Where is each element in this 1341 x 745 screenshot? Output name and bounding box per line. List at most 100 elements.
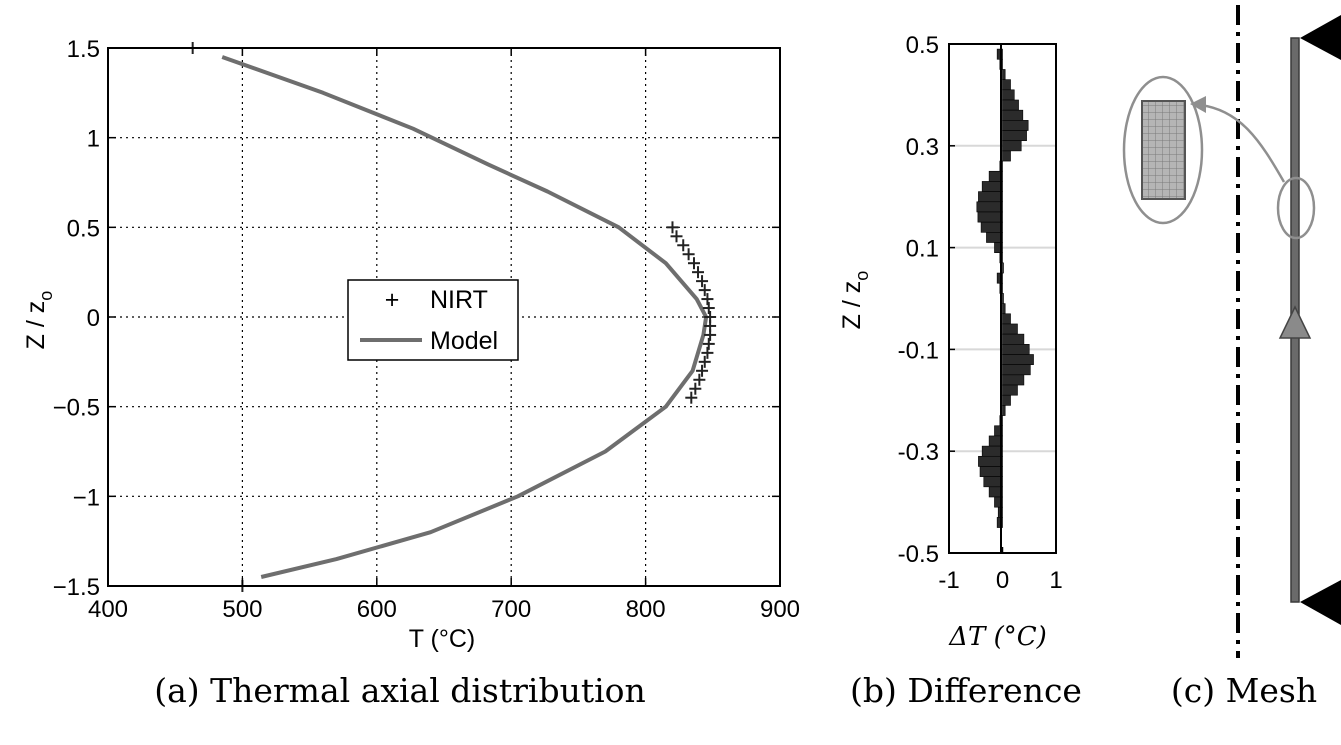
x-tick-label-a: 400 xyxy=(88,596,128,623)
mesh-detail xyxy=(1141,100,1186,200)
caption-a: (a) Thermal axial distribution xyxy=(154,671,646,710)
x-tick-label-a: 800 xyxy=(626,596,666,623)
nirt-point xyxy=(702,337,715,350)
y-tick-label-a: 0.5 xyxy=(67,215,100,242)
x-axis-label-a: T (°C) xyxy=(409,625,475,653)
y-tick-label-a: −1 xyxy=(73,484,100,511)
y-tick-label-a: −0.5 xyxy=(53,395,100,422)
nirt-point xyxy=(704,328,717,341)
difference-bar xyxy=(1002,262,1004,274)
nirt-point xyxy=(685,391,698,404)
y-axis-label-a-sub: o xyxy=(36,291,56,301)
difference-bar xyxy=(1002,140,1022,152)
x-tick-label-b: -1 xyxy=(938,567,959,594)
x-tick-label-a: 700 xyxy=(491,596,531,623)
legend-box xyxy=(347,279,519,361)
difference-bar xyxy=(981,445,1003,457)
y-tick-label-b: 0.5 xyxy=(906,32,939,59)
y-ticks-b: 0.5 0.3 0.1 -0.1 -0.3 -0.5 xyxy=(898,32,955,568)
nirt-point xyxy=(687,257,700,270)
difference-bar xyxy=(978,191,1003,203)
y-axis-label-b: Z / zo xyxy=(838,271,872,330)
top-support-icon xyxy=(1300,15,1341,60)
difference-bar xyxy=(980,221,1003,233)
y-axis-label-b-main: Z / z xyxy=(838,281,866,330)
x-axis-label-b: ΔT (°C) xyxy=(948,622,1047,652)
difference-bar xyxy=(983,476,1003,488)
difference-bar xyxy=(1002,313,1011,325)
panel-b: -1 0 1 0.5 0.3 0.1 -0.1 -0.3 -0.5 ΔT (°C) Z / z… xyxy=(838,32,1082,710)
difference-bar xyxy=(1002,79,1011,91)
zoom-region-circle xyxy=(1276,176,1316,240)
nirt-point xyxy=(692,266,705,279)
difference-bar xyxy=(1002,130,1027,142)
svg-text:Z / zo: Z / zo xyxy=(22,291,56,350)
x-tick-label-a: 500 xyxy=(222,596,262,623)
nirt-point xyxy=(701,293,714,306)
nirt-point xyxy=(693,373,706,386)
difference-bars xyxy=(976,48,1034,528)
difference-bar xyxy=(1002,150,1011,162)
difference-bar xyxy=(978,455,1003,467)
legend-model-label: Model xyxy=(430,327,498,355)
difference-bar xyxy=(1002,89,1015,101)
difference-bar xyxy=(981,181,1003,192)
bottom-support-icon xyxy=(1300,580,1341,625)
difference-bar xyxy=(1002,384,1018,396)
y-tick-label-b: 0.3 xyxy=(906,134,939,161)
y-axis-label-a-main: Z / z xyxy=(22,301,50,350)
difference-bar xyxy=(1002,69,1006,80)
nirt-point xyxy=(666,221,679,234)
difference-bar xyxy=(979,466,1003,477)
nirt-point xyxy=(702,302,715,315)
y-tick-label-b: 0.1 xyxy=(906,236,939,263)
nirt-point xyxy=(689,382,702,395)
difference-bar xyxy=(1002,109,1024,121)
difference-bar xyxy=(1002,354,1034,365)
y-tick-label-a: 1 xyxy=(87,126,100,153)
panel-a: 400 500 600 700 800 900 1.5 1 0.5 0 −0.5 −1 −1.5 + … xyxy=(22,36,800,710)
y-axis-label-a: Z / zo xyxy=(22,291,56,350)
difference-bar xyxy=(994,242,1003,253)
difference-bar xyxy=(1002,120,1029,131)
difference-bar xyxy=(1002,394,1011,406)
difference-bar xyxy=(1002,303,1006,315)
legend-nirt-label: NIRT xyxy=(430,286,488,314)
middle-support-icon xyxy=(1278,305,1312,339)
zoom-detail-ellipse xyxy=(1122,75,1204,225)
nirt-point xyxy=(696,275,709,288)
difference-bar xyxy=(1002,323,1018,335)
x-tick-label-a: 600 xyxy=(357,596,397,623)
zoom-arrow-head-icon xyxy=(1190,96,1206,113)
zoom-arrow xyxy=(1199,103,1286,183)
x-ticks-a: 400 500 600 700 800 900 xyxy=(88,48,800,623)
caption-b: (b) Difference xyxy=(850,671,1082,710)
difference-bar xyxy=(1002,364,1031,376)
difference-bar xyxy=(1002,99,1019,111)
difference-bar xyxy=(1002,293,1004,304)
difference-bar xyxy=(1002,374,1025,386)
y-tick-label-b: -0.3 xyxy=(898,439,939,466)
legend-nirt-marker: + xyxy=(385,286,400,314)
difference-bar xyxy=(1002,405,1006,416)
x-tick-label-b: 0 xyxy=(996,567,1009,594)
y-tick-label-a: −1.5 xyxy=(53,574,100,601)
panel-c: (c) Mesh xyxy=(1122,5,1341,710)
x-tick-label-a: 900 xyxy=(760,596,800,623)
x-tick-label-b: 1 xyxy=(1049,567,1062,594)
y-ticks-a: 1.5 1 0.5 0 −0.5 −1 −1.5 xyxy=(53,36,780,601)
y-axis-label-b-sub: o xyxy=(852,271,872,281)
y-tick-label-b: -0.5 xyxy=(898,541,939,568)
nirt-point xyxy=(698,284,711,297)
nirt-point xyxy=(682,248,695,261)
difference-bar xyxy=(1002,344,1030,355)
nirt-point xyxy=(696,364,709,377)
caption-c: (c) Mesh xyxy=(1171,671,1317,710)
y-tick-label-a: 1.5 xyxy=(67,36,100,63)
legend-a: + NIRT Model xyxy=(347,279,519,361)
difference-bar xyxy=(976,201,1003,213)
difference-bar xyxy=(977,211,1003,223)
difference-bar xyxy=(1002,333,1025,345)
x-ticks-b: -1 0 1 xyxy=(938,547,1063,594)
nirt-point xyxy=(698,355,711,368)
